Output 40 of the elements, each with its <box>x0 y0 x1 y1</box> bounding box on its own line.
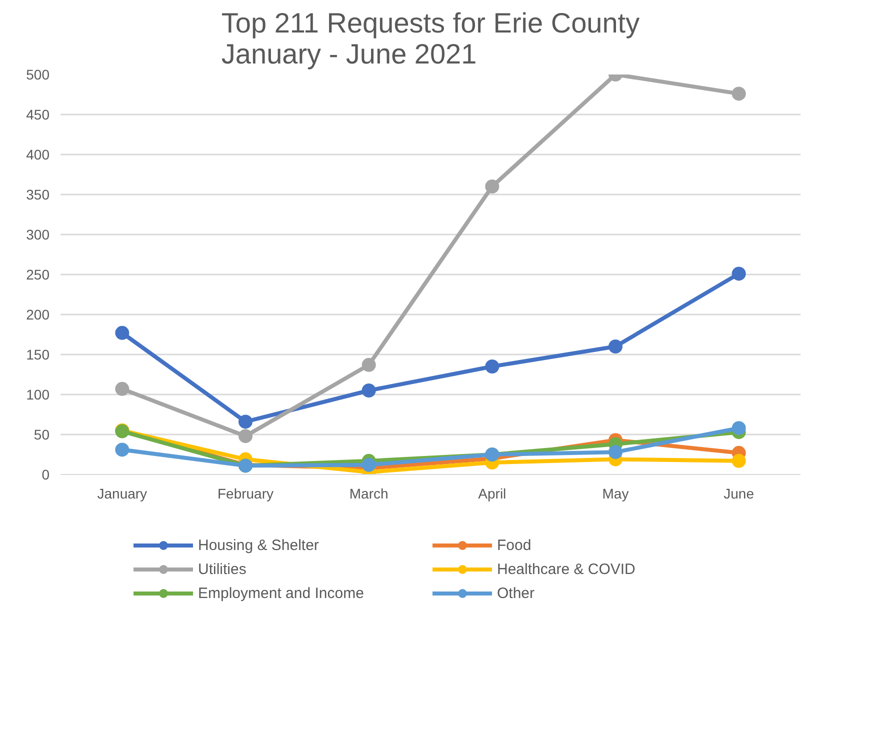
x-tick-label: January <box>97 486 148 502</box>
legend-label: Housing & Shelter <box>198 536 320 554</box>
legend-label: Utilities <box>198 560 248 578</box>
x-tick-label: April <box>478 486 506 502</box>
point <box>732 86 746 101</box>
legend-label: Other <box>497 584 536 602</box>
y-tick-label: 150 <box>26 346 50 362</box>
y-tick-label: 450 <box>26 106 50 122</box>
legend-label: Food <box>497 536 532 554</box>
x-tick-label: March <box>349 486 388 502</box>
point <box>115 326 130 340</box>
point <box>485 360 500 374</box>
y-tick-label: 100 <box>26 386 50 402</box>
legend-label: Healthcare & COVID <box>497 560 636 578</box>
point <box>115 442 130 457</box>
y-tick-label: 0 <box>42 466 50 482</box>
legend-label: Employment and Income <box>198 584 365 602</box>
x-tick-label: February <box>217 486 274 502</box>
point <box>238 414 252 429</box>
y-tick-label: 300 <box>26 226 50 242</box>
y-tick-label: 400 <box>26 146 50 162</box>
point <box>362 458 376 472</box>
y-tick-label: 250 <box>26 266 50 282</box>
y-tick-label: 200 <box>26 306 50 322</box>
point <box>115 382 130 396</box>
point <box>732 454 746 468</box>
point <box>732 421 746 436</box>
point <box>238 429 252 444</box>
chart-title: Top 211 Requests for Erie County January - June 2021 <box>221 8 640 70</box>
point <box>362 384 376 398</box>
point <box>362 358 376 372</box>
y-tick-label: 350 <box>26 186 50 202</box>
point <box>485 180 500 194</box>
x-tick-label: May <box>602 486 629 502</box>
y-tick-label: 500 <box>26 66 50 82</box>
point <box>732 266 746 281</box>
y-tick-label: 50 <box>34 426 50 442</box>
point <box>608 445 622 460</box>
x-tick-label: June <box>724 486 754 502</box>
point <box>608 340 622 354</box>
